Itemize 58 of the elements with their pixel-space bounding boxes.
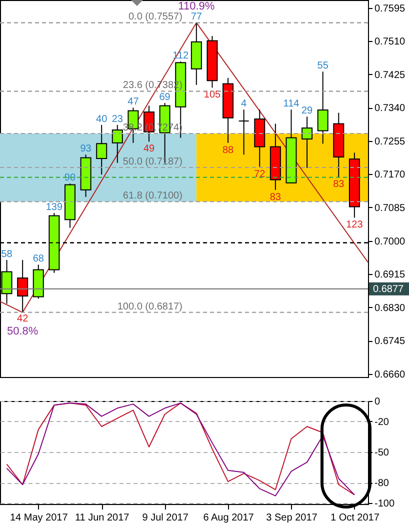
- y-tick-label: 0.6915: [374, 270, 406, 281]
- candlestick: [302, 116, 313, 168]
- text: 29: [301, 106, 313, 117]
- candlestick: [17, 259, 28, 312]
- x-tick-label: 3 Sep 2017: [266, 512, 318, 524]
- text: 40: [96, 114, 108, 125]
- candlestick: [317, 71, 328, 144]
- text: 42: [17, 314, 28, 325]
- candlestick: [112, 124, 123, 164]
- y-tick-label: 0.7510: [374, 36, 406, 48]
- y-tick-label: 0.7255: [374, 136, 406, 148]
- y-tick-label: -80: [374, 478, 390, 490]
- y-tick-label: -50: [374, 447, 390, 458]
- text: 123: [346, 220, 363, 231]
- y-tick-label: 0.7595: [374, 3, 406, 14]
- x-tick-label: 11 Jun 2017: [74, 512, 130, 524]
- text: 72: [254, 168, 266, 180]
- y-tick-label: 0.6660: [374, 369, 406, 380]
- candlestick: [238, 109, 250, 156]
- y-tick-label: -100: [374, 498, 395, 510]
- text: 90: [64, 172, 76, 184]
- text: 23: [112, 114, 123, 125]
- text: 49: [143, 144, 155, 155]
- y-tick-label: 0: [374, 396, 380, 408]
- text: 83: [270, 192, 281, 203]
- text: 69: [159, 92, 170, 103]
- y-tick-label: 0.7340: [374, 103, 406, 114]
- text: 88: [222, 144, 234, 156]
- y-tick-label: 0.7000: [374, 236, 406, 248]
- text: 47: [128, 96, 139, 108]
- candlestick: [96, 124, 108, 176]
- text: 114: [283, 98, 300, 110]
- line-series: [0, 22, 368, 313]
- y-tick-label: 0.7425: [374, 70, 406, 81]
- y-tick-label: 0.6830: [374, 302, 406, 314]
- y-tick-label: 0.6745: [374, 336, 406, 348]
- annotation: 50.8%: [6, 325, 38, 338]
- x-tick-label: 14 May 2017: [10, 512, 68, 524]
- ref-line-label: 61.8 (0.7100): [122, 190, 182, 202]
- y-tick-label: 0.7085: [374, 202, 406, 214]
- text: 68: [32, 254, 44, 265]
- y-tick-label: -20: [374, 416, 390, 428]
- y-tick-label: 0.7170: [374, 170, 406, 181]
- ref-line-label: 0.6877: [373, 284, 404, 295]
- ref-line-label: 100.0 (0.6817): [117, 301, 182, 312]
- text: 77: [190, 12, 202, 23]
- text: 4: [241, 98, 247, 110]
- ref-line-label: 0.0 (0.7557): [128, 12, 182, 23]
- text: 55: [317, 60, 328, 72]
- x-tick-label: 1 Oct 2017: [330, 512, 380, 524]
- text: 93: [80, 144, 92, 155]
- text: 58: [1, 248, 12, 260]
- text: 139: [46, 202, 63, 213]
- x-tick-label: 9 Jul 2017: [142, 512, 189, 524]
- annotation: 110.9%: [178, 0, 215, 13]
- ref-line-label: 50.0 (0.7187): [122, 156, 182, 168]
- text: 83: [333, 178, 344, 190]
- x-tick-label: 6 Aug 2017: [203, 512, 254, 524]
